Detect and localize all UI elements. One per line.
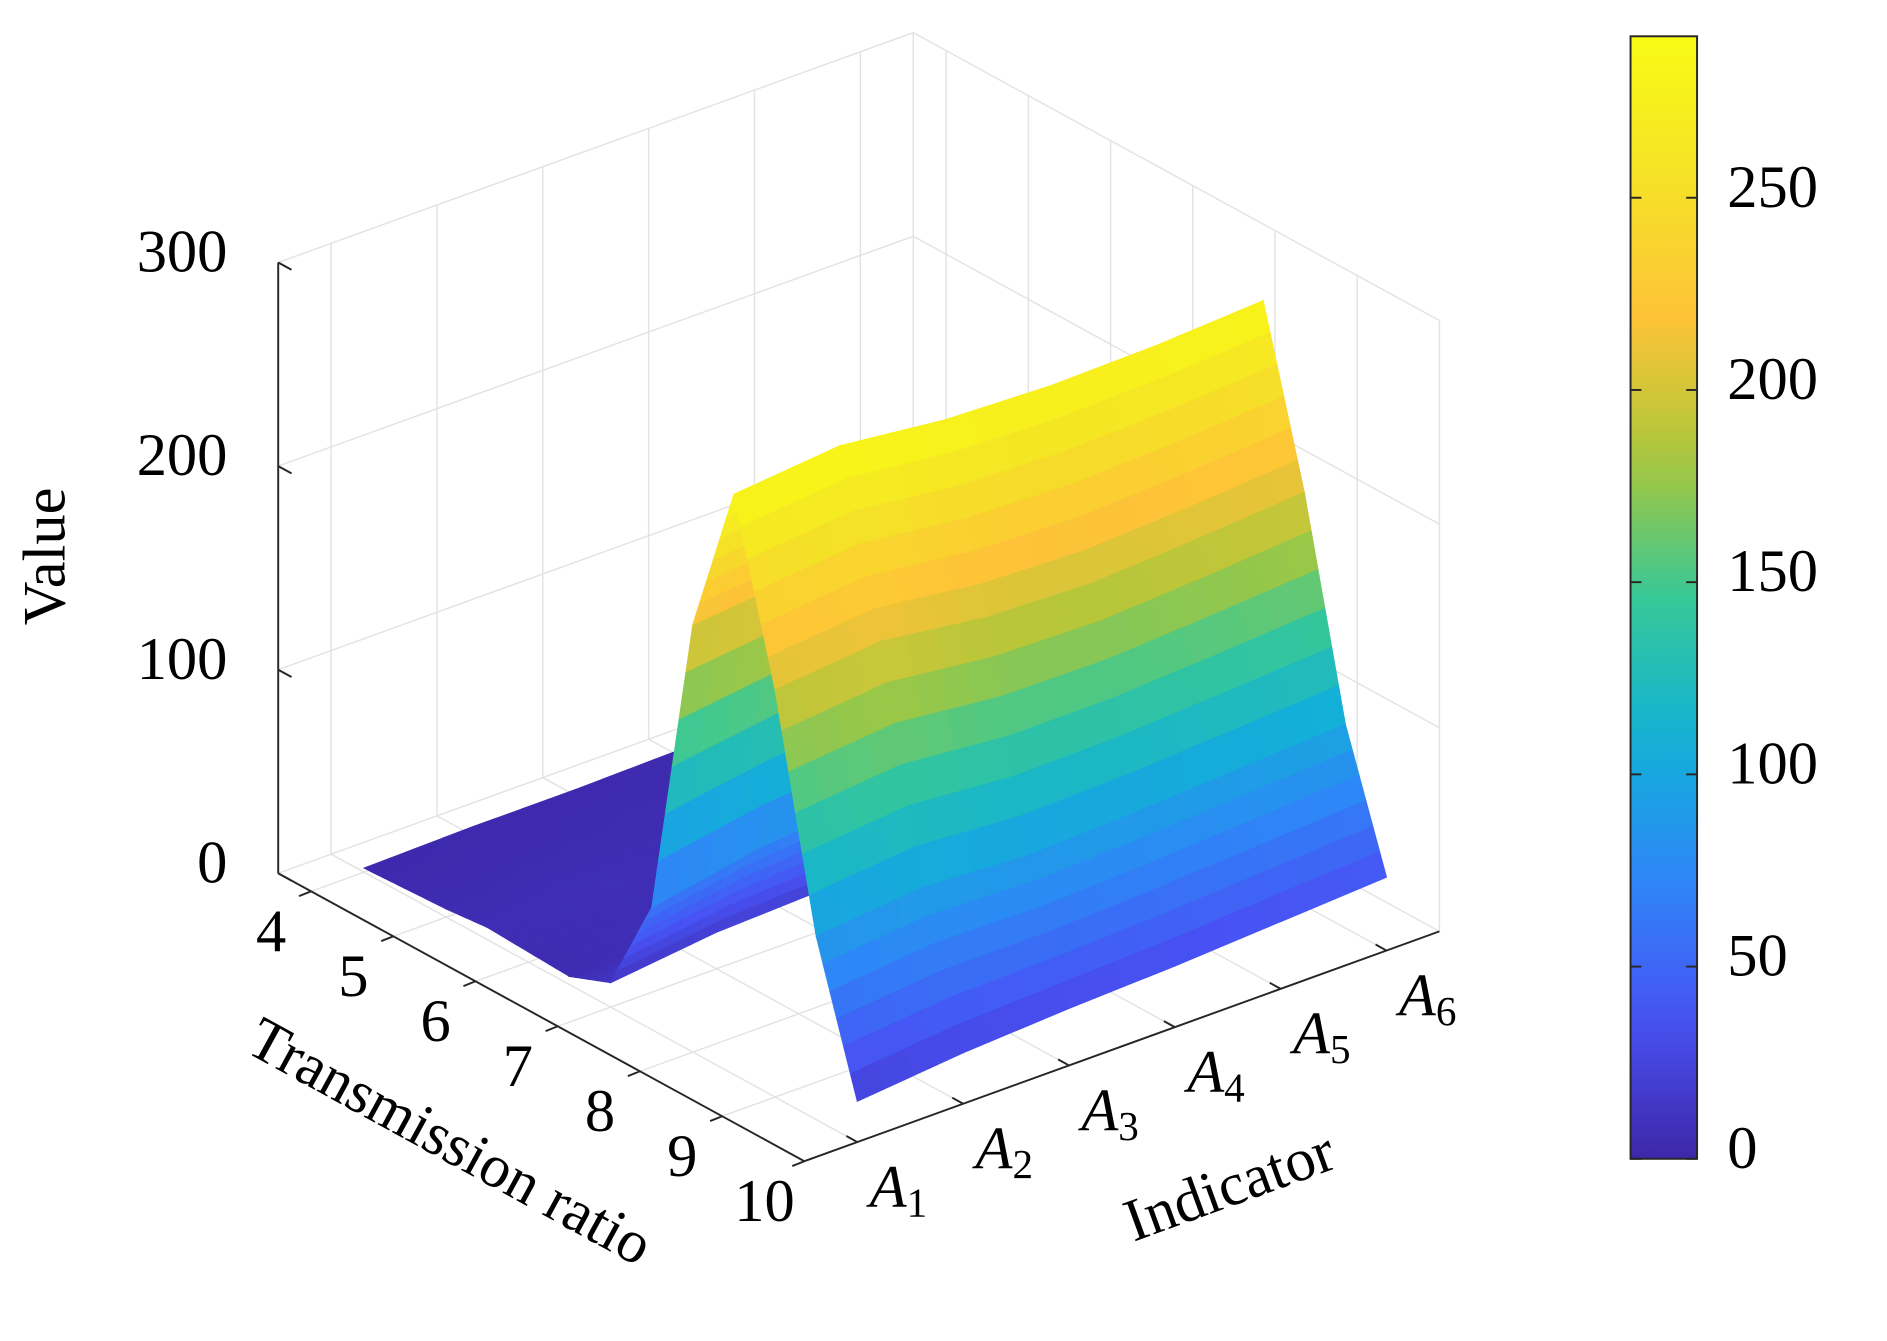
label-subscript: 4 xyxy=(1224,1065,1245,1111)
x-tick-label: 4 xyxy=(256,898,286,965)
z-tick xyxy=(277,465,292,475)
label-letter: A xyxy=(1183,1039,1225,1106)
z-tick xyxy=(277,872,292,882)
y-tick-label: A3 xyxy=(1077,1077,1139,1149)
y-tick xyxy=(1375,943,1387,952)
x-tick-label: 5 xyxy=(338,943,368,1010)
x-axis-line xyxy=(277,872,805,1163)
y-tick-label: A2 xyxy=(972,1115,1034,1187)
colorbar-fill xyxy=(1629,35,1699,1160)
label-letter: A xyxy=(1289,1001,1331,1068)
z-axis-label: Value xyxy=(12,488,79,626)
x-tick xyxy=(380,935,394,943)
grid-line xyxy=(277,235,914,467)
label-subscript: 5 xyxy=(1330,1027,1351,1073)
z-tick-label: 200 xyxy=(137,422,228,489)
label-letter: A xyxy=(1077,1077,1119,1144)
x-tick xyxy=(463,980,476,988)
grid-line xyxy=(277,31,914,264)
colorbar-tick-label: 50 xyxy=(1727,923,1787,990)
x-tick xyxy=(545,1025,559,1033)
y-tick-label: A1 xyxy=(866,1154,928,1226)
x-tick xyxy=(791,1160,805,1167)
label-letter: A xyxy=(1395,962,1437,1029)
y-tick xyxy=(1163,1020,1176,1028)
y-tick xyxy=(1057,1058,1070,1067)
y-tick-label: A4 xyxy=(1183,1039,1244,1111)
label-subscript: 2 xyxy=(1012,1142,1033,1188)
label-letter: A xyxy=(866,1154,908,1221)
y-tick-label: A5 xyxy=(1289,1001,1351,1073)
z-tick xyxy=(277,668,292,678)
y-tick-label: A6 xyxy=(1395,962,1457,1034)
colorbar: 0 50 100 150 200 250 xyxy=(1629,35,1818,1182)
y-tick xyxy=(951,1096,964,1105)
z-tick-label: 100 xyxy=(137,626,228,693)
x-tick xyxy=(627,1070,641,1077)
z-tick-label: 300 xyxy=(137,219,228,286)
y-tick xyxy=(845,1135,858,1143)
surface xyxy=(362,299,1388,1103)
z-tick xyxy=(277,261,292,271)
x-tick-label: 10 xyxy=(734,1168,794,1235)
label-subscript: 6 xyxy=(1436,988,1457,1034)
x-tick xyxy=(298,890,312,898)
grid-line xyxy=(912,32,1440,322)
y-tick xyxy=(1269,981,1282,990)
colorbar-tick-label: 100 xyxy=(1727,730,1818,797)
y-axis-line xyxy=(804,930,1440,1163)
colorbar-tick-label: 150 xyxy=(1727,538,1818,605)
x-tick-label: 6 xyxy=(420,988,450,1055)
colorbar-tick-label: 200 xyxy=(1727,346,1818,413)
grid-line xyxy=(330,853,858,1143)
label-subscript: 1 xyxy=(907,1180,928,1226)
x-tick-label: 8 xyxy=(585,1078,615,1145)
label-subscript: 3 xyxy=(1118,1103,1139,1149)
x-tick-label: 9 xyxy=(667,1123,697,1190)
colorbar-tick-label: 250 xyxy=(1727,154,1818,221)
y-axis-label: Indicator xyxy=(1115,1117,1343,1255)
x-tick-label: 7 xyxy=(503,1033,533,1100)
label-letter: A xyxy=(972,1115,1014,1182)
z-tick-label: 0 xyxy=(197,829,227,896)
x-tick xyxy=(709,1115,723,1122)
surface-patch xyxy=(849,1061,885,1103)
colorbar-tick-label: 0 xyxy=(1727,1115,1757,1182)
